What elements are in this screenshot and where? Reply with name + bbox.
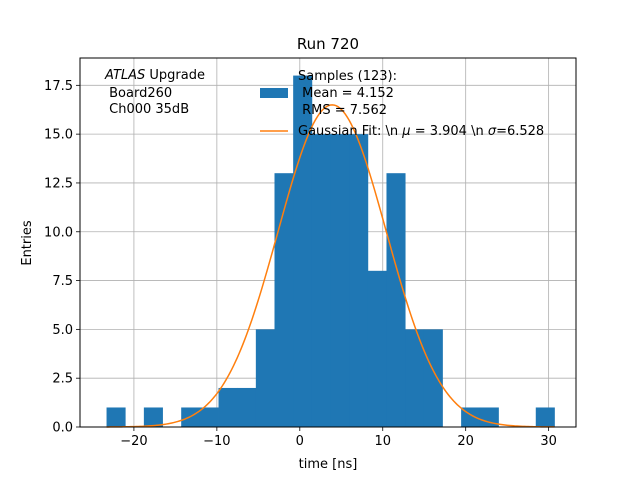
histogram-bar xyxy=(405,329,425,427)
x-axis-label: time [ns] xyxy=(299,457,358,472)
x-tick-label: 0 xyxy=(296,434,304,449)
y-tick-label: 15.0 xyxy=(44,128,73,143)
histogram-bars xyxy=(106,75,555,428)
y-tick-label: 10.0 xyxy=(44,225,73,240)
y-tick-label: 0.0 xyxy=(52,421,73,436)
x-axis-ticks: −20 −10 0 10 20 30 xyxy=(120,427,557,449)
legend-fit-sigma: σ xyxy=(488,124,497,139)
annotation-upgrade: Upgrade xyxy=(145,68,205,83)
histogram-bar xyxy=(386,173,406,427)
y-axis-ticks: 0.0 2.5 5.0 7.5 10.0 12.5 15.0 17.5 xyxy=(44,79,80,436)
chart-title: Run 720 xyxy=(297,35,359,53)
histogram-bar xyxy=(535,407,555,427)
x-tick-label: −10 xyxy=(203,434,230,449)
x-tick-label: 20 xyxy=(457,434,474,449)
annotation-atlas-italic: ATLAS xyxy=(104,68,145,83)
annotation-line-1: ATLAS Upgrade xyxy=(104,68,205,83)
legend-samples-line-2: Mean = 4.152 xyxy=(298,86,394,101)
atlas-annotation: ATLAS Upgrade Board260 Ch000 35dB xyxy=(104,68,205,117)
annotation-line-3: Ch000 35dB xyxy=(105,102,189,117)
histogram-bar xyxy=(218,387,238,427)
histogram-bar xyxy=(106,407,126,427)
histogram-bar xyxy=(311,134,331,427)
y-tick-label: 5.0 xyxy=(52,323,73,338)
y-tick-label: 7.5 xyxy=(52,274,73,289)
legend-samples-swatch xyxy=(260,88,288,98)
y-axis-label: Entries xyxy=(20,220,35,266)
legend-samples-line-3: RMS = 7.562 xyxy=(298,103,387,118)
histogram-bar xyxy=(330,134,350,427)
histogram-bar xyxy=(255,329,275,427)
histogram-bar xyxy=(181,407,201,427)
y-tick-label: 12.5 xyxy=(44,176,73,191)
legend-fit-part-2: = 3.904 \n xyxy=(411,124,488,139)
legend-fit-label: Gaussian Fit: \n μ = 3.904 \n σ=6.528 xyxy=(298,124,544,139)
histogram-bar xyxy=(237,387,257,427)
annotation-line-2: Board260 xyxy=(105,86,172,101)
legend-fit-mu: μ xyxy=(401,124,410,139)
gaussian-fit-curve xyxy=(106,104,555,428)
histogram-bar xyxy=(367,270,387,427)
histogram-bar xyxy=(143,407,163,427)
x-tick-label: 10 xyxy=(374,434,391,449)
histogram-bar xyxy=(274,173,294,427)
legend-fit-part-1: Gaussian Fit: \n xyxy=(298,124,402,139)
histogram-bar xyxy=(423,329,443,427)
y-tick-label: 17.5 xyxy=(44,79,73,94)
legend-fit-part-3: =6.528 xyxy=(496,124,544,139)
x-tick-label: −20 xyxy=(120,434,147,449)
histogram-bar xyxy=(479,407,499,427)
histogram-bar xyxy=(349,134,369,427)
histogram-bar xyxy=(199,407,219,427)
legend: Samples (123): Mean = 4.152 RMS = 7.562 … xyxy=(260,69,544,139)
y-tick-label: 2.5 xyxy=(52,372,73,387)
legend-samples-line-1: Samples (123): xyxy=(298,69,397,84)
plot-frame xyxy=(79,57,577,428)
x-tick-label: 30 xyxy=(540,434,557,449)
